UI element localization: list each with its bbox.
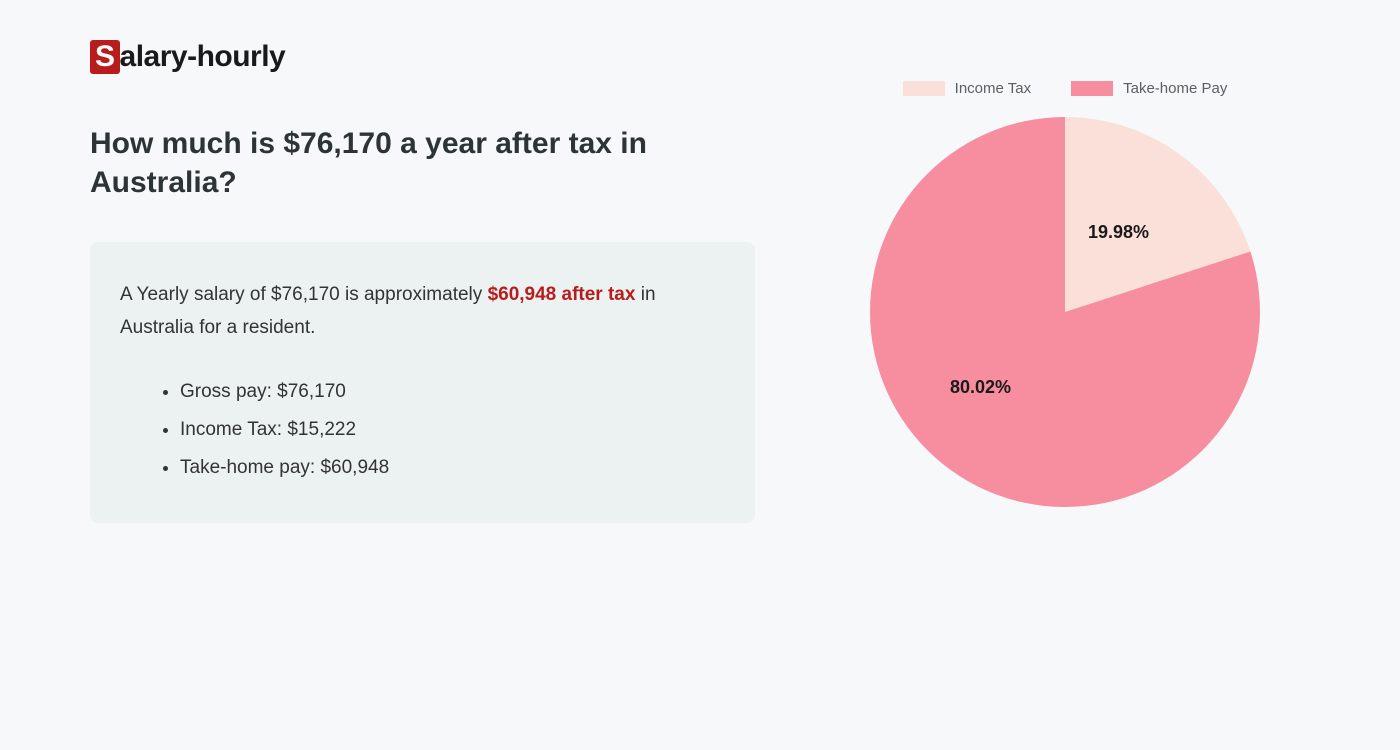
legend-swatch xyxy=(1071,81,1113,96)
pie-label-takehome: 80.02% xyxy=(950,377,1011,398)
summary-list: Gross pay: $76,170 Income Tax: $15,222 T… xyxy=(120,373,725,487)
right-column: Income Tax Take-home Pay 19.98% 80.02% xyxy=(770,40,1310,750)
legend-label: Take-home Pay xyxy=(1123,80,1227,97)
logo-prefix: S xyxy=(90,40,120,74)
legend-item-income-tax: Income Tax xyxy=(903,80,1031,97)
left-column: Salary-hourly How much is $76,170 a year… xyxy=(90,40,770,750)
legend-item-takehome: Take-home Pay xyxy=(1071,80,1227,97)
summary-before: A Yearly salary of $76,170 is approximat… xyxy=(120,284,488,305)
legend-label: Income Tax xyxy=(955,80,1031,97)
site-logo: Salary-hourly xyxy=(90,40,770,74)
summary-text: A Yearly salary of $76,170 is approximat… xyxy=(120,278,725,345)
list-item: Income Tax: $15,222 xyxy=(180,411,725,449)
legend-swatch xyxy=(903,81,945,96)
pie-chart: 19.98% 80.02% xyxy=(870,117,1260,507)
pie-label-income-tax: 19.98% xyxy=(1088,222,1149,243)
page-title: How much is $76,170 a year after tax in … xyxy=(90,124,690,202)
summary-box: A Yearly salary of $76,170 is approximat… xyxy=(90,242,755,523)
summary-highlight: $60,948 after tax xyxy=(488,284,636,305)
pie-svg xyxy=(870,117,1260,507)
list-item: Gross pay: $76,170 xyxy=(180,373,725,411)
chart-legend: Income Tax Take-home Pay xyxy=(903,80,1228,97)
logo-rest: alary-hourly xyxy=(120,40,286,73)
main-container: Salary-hourly How much is $76,170 a year… xyxy=(0,0,1400,750)
list-item: Take-home pay: $60,948 xyxy=(180,449,725,487)
